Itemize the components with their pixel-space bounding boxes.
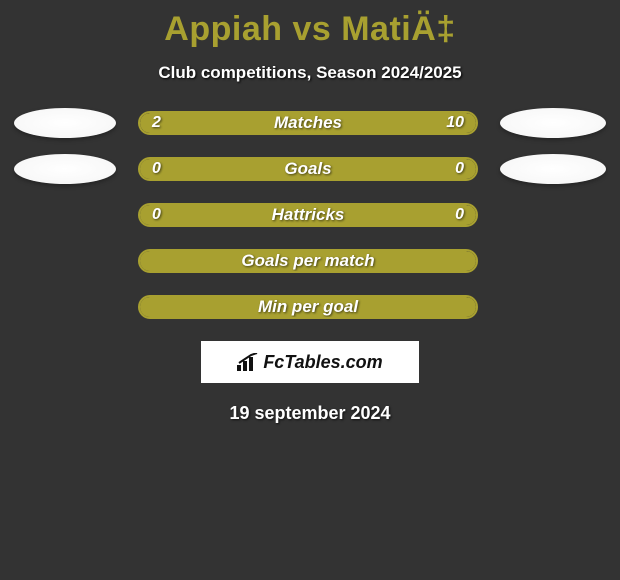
stat-bar: 00Goals	[138, 157, 478, 181]
stat-label: Goals	[140, 159, 476, 179]
stat-bar: Goals per match	[138, 249, 478, 273]
stat-label: Goals per match	[140, 251, 476, 271]
logo-text: FcTables.com	[263, 352, 382, 373]
stat-row: Goals per match	[8, 249, 612, 273]
page-title: Appiah vs MatiÄ‡	[0, 0, 620, 49]
player-left-oval	[14, 108, 116, 138]
player-right-oval	[500, 154, 606, 184]
chart-icon	[237, 353, 259, 371]
stat-row: Min per goal	[8, 295, 612, 319]
subtitle: Club competitions, Season 2024/2025	[0, 63, 620, 83]
stat-bar: 00Hattricks	[138, 203, 478, 227]
stat-bar: 210Matches	[138, 111, 478, 135]
stat-label: Min per goal	[140, 297, 476, 317]
stat-row: 00Goals	[8, 157, 612, 181]
logo: FcTables.com	[237, 352, 382, 373]
player-left-oval	[14, 154, 116, 184]
player-right-oval	[500, 108, 606, 138]
stat-label: Hattricks	[140, 205, 476, 225]
stats-area: 210Matches 00Goals 00Hattricks Goals per ma…	[0, 111, 620, 319]
date-text: 19 september 2024	[0, 403, 620, 424]
stat-row: 00Hattricks	[8, 203, 612, 227]
stat-label: Matches	[140, 113, 476, 133]
logo-box: FcTables.com	[201, 341, 419, 383]
stat-bar: Min per goal	[138, 295, 478, 319]
stat-row: 210Matches	[8, 111, 612, 135]
